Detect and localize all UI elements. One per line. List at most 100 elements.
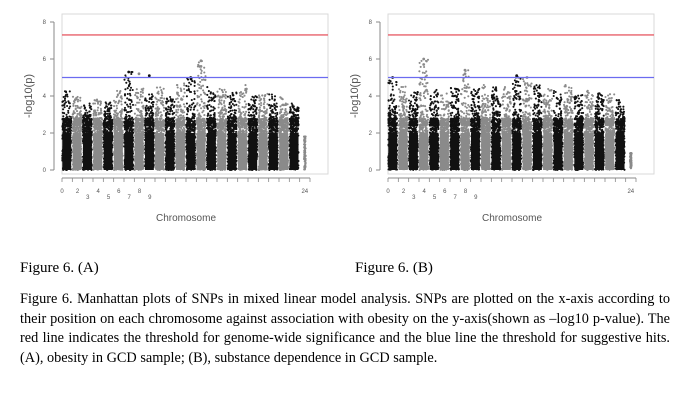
snp-point xyxy=(102,123,105,126)
snp-point xyxy=(167,121,171,124)
snp-point xyxy=(133,124,136,127)
snp-point xyxy=(169,110,172,113)
snp-point xyxy=(162,87,165,90)
snp-point xyxy=(123,117,126,120)
snp-point xyxy=(63,130,66,133)
snp-point xyxy=(146,107,149,110)
snp-point xyxy=(158,117,161,120)
snp-point xyxy=(127,85,130,88)
snp-point xyxy=(159,86,162,89)
snp-point xyxy=(78,130,81,133)
snp-point xyxy=(115,107,119,110)
snp-point xyxy=(86,122,89,125)
snp-point xyxy=(142,120,145,123)
snp-point xyxy=(106,112,109,115)
snp-point xyxy=(183,111,186,114)
snp-point xyxy=(92,114,95,117)
snp-point xyxy=(128,117,132,120)
snp-point xyxy=(73,101,76,104)
snp-point xyxy=(92,119,95,122)
snp-point xyxy=(130,72,133,76)
snp-point xyxy=(129,106,132,110)
snp-point xyxy=(74,108,77,111)
snp-point xyxy=(158,99,161,102)
snp-point xyxy=(86,111,89,114)
y-tick-label: 2 xyxy=(43,131,47,137)
snp-point xyxy=(182,126,185,130)
snp-point xyxy=(68,107,71,110)
snp-point xyxy=(71,123,74,126)
snp-point xyxy=(65,118,68,122)
snp-point xyxy=(120,96,123,99)
snp-point xyxy=(70,117,73,120)
snp-point xyxy=(124,74,127,77)
snp-point xyxy=(76,122,80,125)
snp-point xyxy=(71,113,74,116)
snp-point xyxy=(90,122,93,125)
snp-point xyxy=(107,107,110,110)
snp-point xyxy=(76,120,80,123)
snp-density-band xyxy=(103,133,113,170)
snp-point xyxy=(72,125,75,128)
snp-point xyxy=(139,115,142,118)
snp-point xyxy=(78,112,81,115)
snp-point xyxy=(61,104,64,107)
snp-point xyxy=(125,81,128,84)
snp-point xyxy=(106,122,109,125)
snp-point xyxy=(74,117,77,120)
snp-point xyxy=(68,125,71,129)
snp-point xyxy=(173,116,176,119)
snp-point xyxy=(108,112,111,115)
snp-point xyxy=(136,114,139,117)
snp-point xyxy=(120,103,123,106)
snp-point xyxy=(141,91,144,94)
snp-point xyxy=(98,129,101,132)
snp-point xyxy=(109,104,113,107)
manhattan-plot-a: 0 2 4 6 8 -log10(p) 0 2 3 4 5 6 7 8 9 24 Chromosome xyxy=(14,0,344,240)
snp-point xyxy=(131,103,135,106)
snp-point xyxy=(115,117,118,120)
snp-point xyxy=(152,119,155,122)
snp-point xyxy=(105,102,108,105)
snp-point xyxy=(93,110,96,113)
snp-point xyxy=(144,123,147,126)
snp-point xyxy=(94,123,97,126)
snp-point xyxy=(162,125,165,128)
snp-point xyxy=(137,92,140,95)
snp-point xyxy=(125,115,128,118)
snp-density-band xyxy=(62,133,72,170)
snp-point xyxy=(175,121,178,124)
snp-point xyxy=(166,117,170,120)
snp-point xyxy=(170,128,173,131)
snp-point xyxy=(69,127,72,130)
snp-point xyxy=(144,114,147,117)
snp-point xyxy=(150,114,153,117)
snp-point xyxy=(164,112,167,115)
snp-point xyxy=(128,115,131,118)
snp-point xyxy=(90,117,93,120)
snp-point xyxy=(162,109,165,112)
snp-point xyxy=(160,94,163,97)
snp-point xyxy=(183,91,186,94)
snp-point xyxy=(169,108,172,111)
snp-point xyxy=(128,92,131,95)
snp-point xyxy=(131,70,134,74)
snp-point xyxy=(131,116,134,119)
snp-point xyxy=(66,104,69,108)
snp-point xyxy=(97,106,100,109)
snp-point xyxy=(126,127,129,130)
snp-point xyxy=(98,117,101,120)
snp-point xyxy=(151,105,155,108)
snp-point xyxy=(95,117,98,120)
snp-point xyxy=(168,129,171,133)
snp-point xyxy=(148,93,151,96)
snp-point xyxy=(175,98,178,101)
snp-point xyxy=(140,112,143,116)
snp-density-band xyxy=(82,133,92,170)
snp-point xyxy=(154,117,157,120)
snp-point xyxy=(178,130,182,134)
snp-point xyxy=(85,109,88,112)
snp-point xyxy=(118,99,121,102)
snp-point xyxy=(118,111,121,114)
snp-point xyxy=(99,120,103,124)
